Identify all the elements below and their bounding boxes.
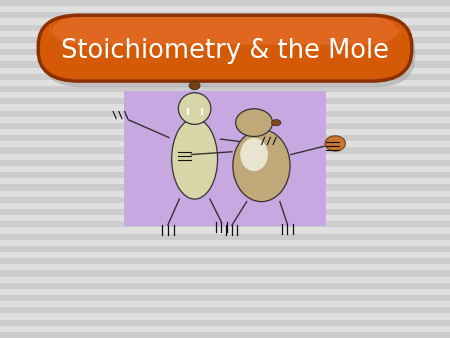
Bar — [0, 234, 450, 240]
Bar — [0, 25, 450, 31]
Bar — [0, 160, 450, 166]
FancyBboxPatch shape — [50, 17, 400, 45]
Ellipse shape — [236, 109, 273, 137]
Bar — [0, 74, 450, 80]
Bar — [0, 332, 450, 338]
Bar — [0, 86, 450, 92]
Ellipse shape — [240, 138, 268, 171]
Bar — [0, 12, 450, 19]
FancyBboxPatch shape — [38, 15, 412, 81]
Bar — [0, 184, 450, 191]
Bar — [0, 49, 450, 55]
Ellipse shape — [172, 119, 218, 199]
Ellipse shape — [189, 81, 200, 90]
Bar — [0, 209, 450, 215]
Bar — [0, 307, 450, 313]
FancyBboxPatch shape — [42, 21, 415, 87]
Bar — [0, 295, 450, 301]
Bar — [0, 221, 450, 227]
Bar — [0, 111, 450, 117]
Ellipse shape — [233, 129, 290, 202]
Bar — [0, 147, 450, 154]
Bar — [0, 123, 450, 129]
Bar — [0, 0, 450, 6]
Text: Stoichiometry & the Mole: Stoichiometry & the Mole — [61, 38, 389, 64]
Bar — [0, 258, 450, 264]
Ellipse shape — [272, 120, 281, 126]
Bar — [0, 283, 450, 289]
Ellipse shape — [178, 93, 211, 124]
Bar — [0, 98, 450, 104]
Bar — [0, 246, 450, 252]
Bar — [0, 62, 450, 68]
Bar — [0, 37, 450, 43]
Ellipse shape — [325, 136, 346, 151]
Bar — [0, 197, 450, 203]
Bar — [0, 270, 450, 276]
Bar — [0, 172, 450, 178]
Bar — [0, 135, 450, 141]
Bar — [0, 319, 450, 326]
Bar — [124, 91, 326, 226]
